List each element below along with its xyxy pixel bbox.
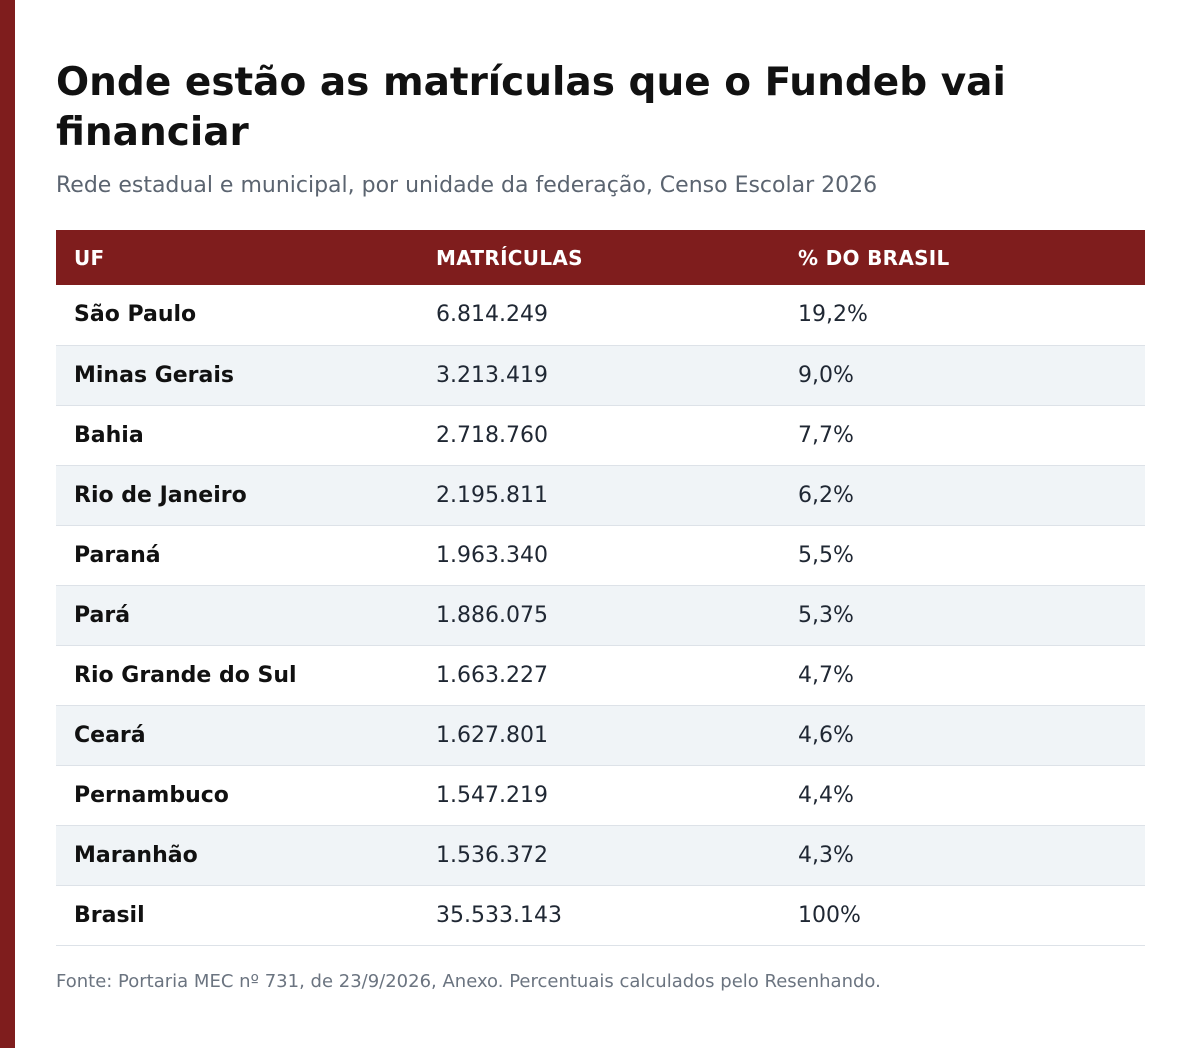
- column-header-matriculas: MATRÍCULAS: [436, 245, 583, 270]
- cell-matriculas: 35.533.143: [436, 902, 562, 928]
- cell-matriculas: 3.213.419: [436, 362, 548, 388]
- cell-matriculas: 1.627.801: [436, 722, 548, 748]
- cell-uf: Brasil: [74, 902, 145, 928]
- table-row: São Paulo 6.814.249 19,2%: [56, 285, 1145, 345]
- cell-percent: 7,7%: [798, 422, 854, 448]
- cell-percent: 5,5%: [798, 542, 854, 568]
- table-row: Paraná 1.963.340 5,5%: [56, 525, 1145, 585]
- data-table: UF MATRÍCULAS % DO BRASIL São Paulo 6.814…: [56, 230, 1145, 946]
- table-body: São Paulo 6.814.249 19,2% Minas Gerais 3.213…: [56, 285, 1145, 945]
- table-header: UF MATRÍCULAS % DO BRASIL: [56, 230, 1145, 285]
- cell-percent: 4,6%: [798, 722, 854, 748]
- cell-uf: Pernambuco: [74, 782, 229, 808]
- table-row: Brasil 35.533.143 100%: [56, 885, 1145, 945]
- accent-bar: [0, 0, 15, 1048]
- page-subtitle: Rede estadual e municipal, por unidade d…: [56, 173, 878, 198]
- cell-percent: 100%: [798, 902, 861, 928]
- cell-uf: Pará: [74, 602, 131, 628]
- cell-matriculas: 1.536.372: [436, 842, 548, 868]
- cell-matriculas: 1.886.075: [436, 602, 548, 628]
- column-header-percent: % DO BRASIL: [798, 245, 950, 270]
- table-row: Maranhão 1.536.372 4,3%: [56, 825, 1145, 885]
- cell-uf: Rio Grande do Sul: [74, 662, 297, 688]
- cell-matriculas: 1.663.227: [436, 662, 548, 688]
- cell-matriculas: 2.718.760: [436, 422, 548, 448]
- table-row: Pará 1.886.075 5,3%: [56, 585, 1145, 645]
- figure: Onde estão as matrículas que o Fundeb va…: [56, 58, 1145, 994]
- cell-percent: 6,2%: [798, 482, 854, 508]
- cell-uf: Ceará: [74, 722, 146, 748]
- cell-uf: Bahia: [74, 422, 144, 448]
- cell-percent: 4,4%: [798, 782, 854, 808]
- cell-percent: 9,0%: [798, 362, 854, 388]
- cell-uf: São Paulo: [74, 302, 197, 328]
- cell-matriculas: 1.963.340: [436, 542, 548, 568]
- cell-uf: Rio de Janeiro: [74, 482, 247, 508]
- table-row: Ceará 1.627.801 4,6%: [56, 705, 1145, 765]
- table-row: Rio de Janeiro 2.195.811 6,2%: [56, 465, 1145, 525]
- table-row: Rio Grande do Sul 1.663.227 4,7%: [56, 645, 1145, 705]
- table-row: Minas Gerais 3.213.419 9,0%: [56, 345, 1145, 405]
- cell-matriculas: 2.195.811: [436, 482, 548, 508]
- cell-percent: 4,7%: [798, 662, 854, 688]
- table-row: Bahia 2.718.760 7,7%: [56, 405, 1145, 465]
- cell-percent: 19,2%: [798, 302, 868, 328]
- cell-percent: 4,3%: [798, 842, 854, 868]
- column-header-uf: UF: [74, 245, 105, 270]
- table-row: Pernambuco 1.547.219 4,4%: [56, 765, 1145, 825]
- page-title: Onde estão as matrículas que o Fundeb va…: [56, 60, 1006, 155]
- cell-matriculas: 6.814.249: [436, 302, 548, 328]
- cell-matriculas: 1.547.219: [436, 782, 548, 808]
- source-note: Fonte: Portaria MEC nº 731, de 23/9/2026…: [56, 970, 881, 992]
- cell-uf: Minas Gerais: [74, 362, 235, 388]
- cell-percent: 5,3%: [798, 602, 854, 628]
- table-header-row: UF MATRÍCULAS % DO BRASIL: [56, 230, 1145, 285]
- cell-uf: Maranhão: [74, 842, 198, 868]
- cell-uf: Paraná: [74, 542, 161, 568]
